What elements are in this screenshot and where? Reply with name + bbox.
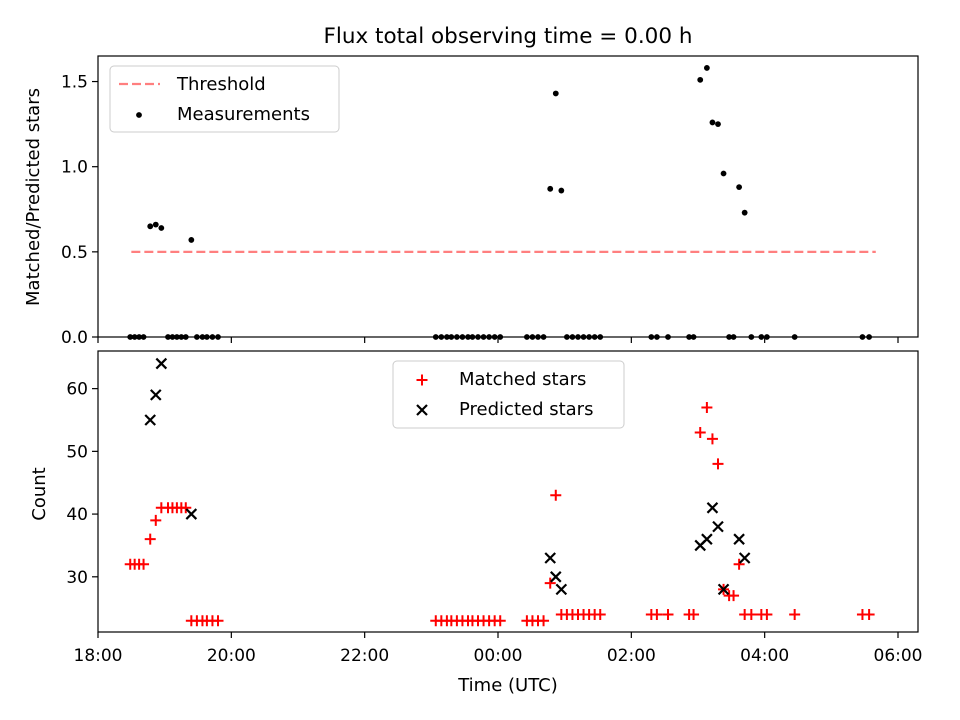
bottom-x-tick-label: 04:00 <box>740 646 789 666</box>
measurement-point <box>152 221 159 228</box>
predicted-star-point <box>185 508 198 520</box>
top-legend-box <box>109 65 340 133</box>
chart-title: Flux total observing time = 0.00 h <box>324 24 693 49</box>
matched-star-point <box>745 608 757 620</box>
bottom-x-tick-label: 20:00 <box>207 646 256 666</box>
measurement-point <box>188 237 195 243</box>
legend-measurements-swatch <box>136 112 142 118</box>
predicted-star-point <box>155 357 168 370</box>
top-y-axis-label: Matched/Predicted stars <box>23 88 44 306</box>
predicted-star-point <box>544 552 556 564</box>
matched-star-point <box>688 608 700 620</box>
predicted-star-point <box>706 502 719 514</box>
top-y-tick-label: 0.0 <box>61 328 88 348</box>
matched-star-point <box>544 577 556 589</box>
predicted-star-point <box>701 533 713 545</box>
matched-star-point <box>701 401 713 413</box>
matched-star-point <box>728 590 740 602</box>
bottom-x-tick-label: 00:00 <box>474 646 523 666</box>
matched-star-point <box>550 489 562 501</box>
matched-star-point <box>212 615 224 627</box>
legend-measurements-label: Measurements <box>177 104 310 125</box>
matched-star-point <box>712 458 724 470</box>
predicted-star-point <box>717 583 730 596</box>
matched-star-point <box>594 608 606 620</box>
matched-star-point <box>138 558 150 570</box>
matched-star-point <box>144 533 156 545</box>
top-y-tick-label: 1.0 <box>61 158 88 178</box>
predicted-star-point <box>733 533 745 545</box>
matched-star-point <box>538 615 550 627</box>
matched-star-point <box>180 502 192 514</box>
legend-predicted-swatch <box>416 404 428 416</box>
predicted-star-point <box>712 520 724 533</box>
bottom-x-tick-label: 06:00 <box>874 646 923 666</box>
predicted-star-point <box>555 583 568 596</box>
legend-matched-label: Matched stars <box>459 369 586 390</box>
matched-star-point <box>150 514 162 526</box>
x-axis-label: Time (UTC) <box>457 675 558 696</box>
legend-predicted-label: Predicted stars <box>459 399 593 420</box>
bottom-y-tick-label: 50 <box>66 442 88 462</box>
bottom-x-tick-label: 02:00 <box>607 646 656 666</box>
matched-star-point <box>494 615 506 627</box>
measurement-point <box>552 90 559 97</box>
measurement-point <box>720 170 727 177</box>
matched-star-point <box>863 608 875 620</box>
matched-star-point <box>694 427 706 439</box>
legend-matched-swatch <box>416 374 428 386</box>
bottom-plot: 30 40 50 60 18:00 20:00 22:00 00:00 02:00 04:00 06… <box>66 350 923 666</box>
bottom-axes-frame <box>97 350 919 633</box>
measurement-point <box>558 187 565 194</box>
measurement-point <box>703 65 710 71</box>
top-y-tick-label: 1.5 <box>61 73 88 93</box>
predicted-star-point <box>738 552 751 564</box>
bottom-x-tick-label: 22:00 <box>340 646 389 666</box>
measurement-point <box>709 119 716 126</box>
matched-star-point <box>651 608 663 620</box>
measurement-point <box>736 184 743 191</box>
bottom-y-tick-label: 30 <box>66 568 88 588</box>
bottom-x-tick-label: 18:00 <box>74 646 123 666</box>
top-legend: Threshold Measurements <box>109 65 340 133</box>
bottom-y-tick-label: 60 <box>66 380 88 400</box>
measurement-point <box>715 121 721 128</box>
bottom-y-axis-label: Count <box>29 467 50 520</box>
predicted-star-point <box>144 414 156 426</box>
matched-star-point <box>662 608 674 620</box>
bottom-legend-box <box>392 360 625 429</box>
top-plot: 0.0 0.5 1.0 1.5 Threshold Measurements <box>61 55 919 348</box>
predicted-star-point <box>550 571 562 583</box>
matched-star-point <box>706 433 718 445</box>
measurement-point <box>741 209 748 216</box>
bottom-y-tick-label: 40 <box>66 505 88 525</box>
measurement-point <box>147 223 154 230</box>
matched-star-point <box>789 608 801 620</box>
measurement-point <box>547 185 554 192</box>
top-axes-frame <box>97 55 919 338</box>
matched-star-point <box>733 558 745 570</box>
predicted-star-point <box>150 389 162 401</box>
measurement-point <box>697 76 704 83</box>
legend-threshold-label: Threshold <box>176 74 266 95</box>
matched-star-point <box>761 608 773 620</box>
bottom-legend: Matched stars Predicted stars <box>392 360 625 429</box>
top-y-tick-label: 0.5 <box>61 243 88 263</box>
measurement-point <box>158 225 165 231</box>
